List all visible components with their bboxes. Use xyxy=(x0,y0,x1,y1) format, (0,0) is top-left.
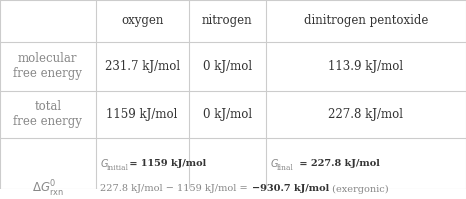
Text: $\mathit{G}$: $\mathit{G}$ xyxy=(270,157,279,169)
Text: 113.9 kJ/mol: 113.9 kJ/mol xyxy=(328,60,404,73)
Text: total
free energy: total free energy xyxy=(14,100,82,128)
Text: 231.7 kJ/mol: 231.7 kJ/mol xyxy=(104,60,180,73)
Text: oxygen: oxygen xyxy=(121,14,163,27)
Text: molecular
free energy: molecular free energy xyxy=(14,52,82,80)
Text: = 1159 kJ/mol: = 1159 kJ/mol xyxy=(126,159,206,168)
Text: −930.7 kJ/mol: −930.7 kJ/mol xyxy=(252,184,329,193)
Text: final: final xyxy=(277,164,294,172)
Text: nitrogen: nitrogen xyxy=(202,14,253,27)
Text: = 227.8 kJ/mol: = 227.8 kJ/mol xyxy=(296,159,380,168)
Text: $\Delta G^{0}_{\mathrm{rxn}}$: $\Delta G^{0}_{\mathrm{rxn}}$ xyxy=(32,179,64,199)
Text: 227.8 kJ/mol: 227.8 kJ/mol xyxy=(329,108,403,121)
Text: $\mathit{G}$: $\mathit{G}$ xyxy=(100,157,109,169)
Text: (exergonic): (exergonic) xyxy=(329,184,388,193)
Text: 0 kJ/mol: 0 kJ/mol xyxy=(203,108,252,121)
Text: 1159 kJ/mol: 1159 kJ/mol xyxy=(106,108,178,121)
Text: dinitrogen pentoxide: dinitrogen pentoxide xyxy=(304,14,428,27)
Text: 227.8 kJ/mol − 1159 kJ/mol =: 227.8 kJ/mol − 1159 kJ/mol = xyxy=(100,184,251,193)
Text: initial: initial xyxy=(107,164,129,172)
Text: 0 kJ/mol: 0 kJ/mol xyxy=(203,60,252,73)
